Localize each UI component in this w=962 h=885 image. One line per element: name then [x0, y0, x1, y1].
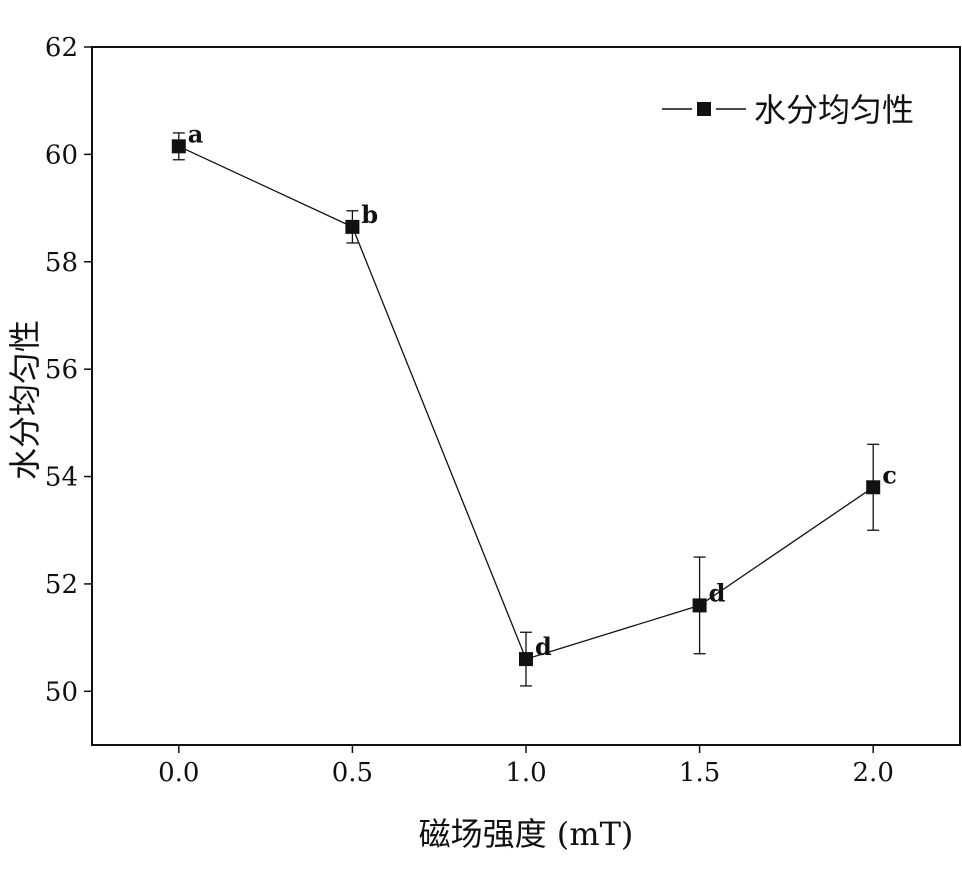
significance-label: b	[361, 200, 378, 229]
x-tick-label: 0.5	[332, 758, 373, 788]
y-tick-label: 62	[45, 33, 78, 63]
ticks-layer: 0.0 0.5 1.0 1.5 2.0 50 52 54 56 58 60 62	[45, 33, 894, 788]
data-point	[692, 598, 707, 613]
y-tick-label: 56	[45, 355, 78, 385]
data-point	[866, 480, 881, 495]
legend: 水分均匀性	[662, 91, 914, 129]
y-axis-title: 水分均匀性	[6, 320, 44, 480]
significance-label: c	[882, 460, 897, 489]
series-line	[178, 145, 874, 660]
x-tick-label: 2.0	[853, 758, 894, 788]
y-tick-label: 54	[45, 463, 78, 493]
x-tick-label: 0.0	[158, 758, 199, 788]
series-layer: a b d d c	[171, 119, 897, 687]
y-tick-label: 60	[45, 140, 78, 170]
y-tick-label: 50	[45, 677, 78, 707]
legend-label: 水分均匀性	[754, 91, 914, 129]
data-point	[519, 652, 533, 667]
x-axis-title: 磁场强度 (mT)	[419, 815, 634, 853]
significance-label: a	[188, 119, 204, 148]
y-tick-label: 58	[45, 248, 78, 278]
data-point	[345, 219, 360, 234]
legend-marker	[697, 102, 711, 116]
data-point	[171, 139, 186, 154]
y-tick-label: 52	[45, 570, 78, 600]
x-tick-label: 1.5	[679, 758, 720, 788]
significance-label: d	[709, 578, 726, 607]
x-tick-label: 1.0	[505, 758, 546, 788]
significance-label: d	[535, 632, 552, 661]
